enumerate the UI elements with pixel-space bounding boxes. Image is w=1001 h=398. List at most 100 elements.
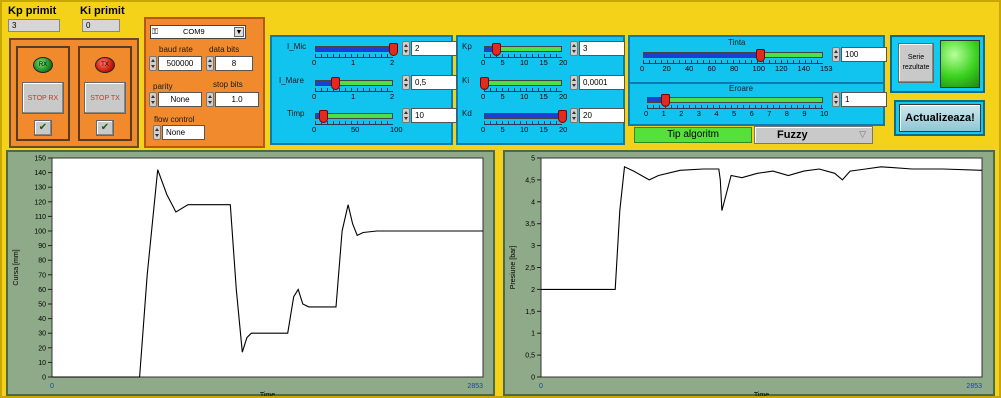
y-tick-label: 2	[531, 287, 535, 294]
tinta-value-field[interactable]: 100	[841, 47, 887, 62]
tx-led: TX	[95, 57, 115, 73]
stop-bits-label: stop bits	[213, 80, 243, 89]
ki-spinner[interactable]	[570, 75, 578, 90]
parity-field[interactable]: None	[158, 92, 202, 107]
x-tick-label: 2853	[467, 383, 483, 390]
series-line	[52, 169, 483, 378]
kd-slider[interactable]	[484, 110, 567, 123]
ki-value-field[interactable]: 0,0001	[579, 75, 625, 90]
com-port-select[interactable]: ⚿ COM9 ▼	[150, 25, 246, 39]
y-tick-label: 0	[42, 375, 46, 382]
y-tick-label: 70	[38, 272, 46, 279]
kp-tick-label: 10	[520, 58, 529, 67]
i-mare-slider[interactable]	[315, 77, 393, 90]
i-mic-label: I_Mic	[287, 42, 307, 51]
y-tick-label: 60	[38, 287, 46, 294]
tinta-tick-marks	[643, 60, 823, 64]
flow-control-field[interactable]: None	[162, 125, 205, 140]
y-tick-label: 140	[34, 170, 46, 177]
data-bits-spinner[interactable]	[206, 56, 214, 71]
baud-rate-label: baud rate	[159, 45, 193, 54]
algorithm-value: Fuzzy	[777, 129, 808, 141]
i-mic-slider-thumb[interactable]	[389, 43, 398, 56]
y-tick-label: 40	[38, 316, 46, 323]
stop-tx-button[interactable]: STOP TX	[84, 82, 126, 114]
kp-label: Kp	[462, 42, 472, 51]
y-tick-label: 1,5	[525, 309, 535, 316]
i-mare-tick-marks	[315, 88, 393, 92]
kp-tick-label: 15	[539, 58, 548, 67]
kd-value-field[interactable]: 20	[579, 108, 625, 123]
kp-primit-label: Kp primit	[8, 5, 57, 17]
i-mare-value-field[interactable]: 0,5	[411, 75, 457, 90]
y-axis-label: Cursa [mm]	[13, 249, 20, 285]
chevron-down-icon[interactable]: ▼	[234, 27, 244, 37]
algorithm-select[interactable]: Fuzzy ▽	[754, 126, 873, 144]
kp-spinner[interactable]	[570, 41, 578, 56]
y-tick-label: 100	[34, 229, 46, 236]
timp-slider[interactable]	[315, 110, 393, 123]
i-mic-value-field[interactable]: 2	[411, 41, 457, 56]
kp-tick-label: 0	[481, 58, 486, 67]
baud-rate-field[interactable]: 500000	[158, 56, 202, 71]
presiune-chart: 0 0,5 1 1,5 2 2,5 3 3,5 4 4,5 5 0 2853 Time Presiune […	[510, 156, 983, 396]
tx-checkbox[interactable]: ✔	[96, 120, 114, 136]
rx-checkbox[interactable]: ✔	[34, 120, 52, 136]
eroare-slider[interactable]	[647, 94, 823, 107]
tinta-slider[interactable]	[643, 49, 823, 62]
x-tick-label: 0	[50, 383, 54, 390]
i-mare-tick-label: 0	[312, 92, 317, 101]
i-mic-tick-marks	[315, 54, 393, 58]
ki-tick-label: 10	[520, 92, 529, 101]
tinta-tick-label: 140	[797, 64, 811, 73]
kp-value-field[interactable]: 3	[579, 41, 625, 56]
i-mare-spinner[interactable]	[402, 75, 410, 90]
eroare-tick-label: 5	[732, 109, 737, 118]
y-tick-label: 150	[34, 156, 46, 163]
plot-area	[51, 157, 484, 378]
kd-slider-fill	[485, 114, 561, 118]
cursa-chart: 0 10 20 30 40 50 60 70 80 90 100 110 120 130 140 150 0 28…	[13, 156, 484, 396]
eroare-spinner[interactable]	[832, 92, 840, 107]
kd-tick-label: 0	[481, 125, 486, 134]
i-mic-tick-label: 1	[351, 58, 356, 67]
ki-slider[interactable]	[480, 77, 562, 90]
y-tick-label: 4	[531, 199, 535, 206]
i-mic-spinner[interactable]	[402, 41, 410, 56]
timp-spinner[interactable]	[402, 108, 410, 123]
actualizeaza-button[interactable]: Actualizeaza!	[899, 104, 981, 132]
tinta-tick-label: 120	[775, 64, 788, 73]
y-tick-label: 3	[531, 243, 535, 250]
kd-slider-thumb[interactable]	[558, 110, 567, 123]
port-icon: ⚿	[152, 27, 159, 36]
timp-value-field[interactable]: 10	[411, 108, 457, 123]
ki-tick-label: 15	[539, 92, 548, 101]
i-mic-tick-label: 0	[312, 58, 317, 67]
ki-tick-label: 5	[500, 92, 505, 101]
stop-bits-field[interactable]: 1.0	[215, 92, 259, 107]
baud-rate-spinner[interactable]	[149, 56, 157, 71]
parity-spinner[interactable]	[149, 92, 157, 107]
serie-rezultate-button[interactable]: Serie rezultate	[898, 43, 934, 83]
y-tick-label: 130	[34, 185, 46, 192]
kd-tick-label: 15	[539, 125, 548, 134]
kd-spinner[interactable]	[570, 108, 578, 123]
eroare-tick-label: 3	[696, 109, 701, 118]
tinta-spinner[interactable]	[832, 47, 840, 62]
kp-slider[interactable]	[484, 43, 562, 56]
y-tick-label: 5	[531, 156, 535, 163]
eroare-value-field[interactable]: 1	[841, 92, 887, 107]
eroare-tick-label: 9	[802, 109, 807, 118]
timp-label: Timp	[287, 109, 305, 118]
eroare-tick-label: 10	[820, 109, 829, 118]
data-bits-field[interactable]: 8	[215, 56, 253, 71]
i-mare-slider-fill	[316, 81, 335, 85]
plot-area	[540, 157, 983, 378]
y-tick-label: 0	[531, 375, 535, 382]
eroare-tick-label: 7	[767, 109, 772, 118]
stop-rx-button[interactable]: STOP RX	[22, 82, 64, 114]
i-mic-slider[interactable]	[315, 43, 398, 56]
x-axis-label: Time	[754, 392, 769, 396]
flow-control-spinner[interactable]	[153, 125, 161, 140]
stop-bits-spinner[interactable]	[206, 92, 214, 107]
